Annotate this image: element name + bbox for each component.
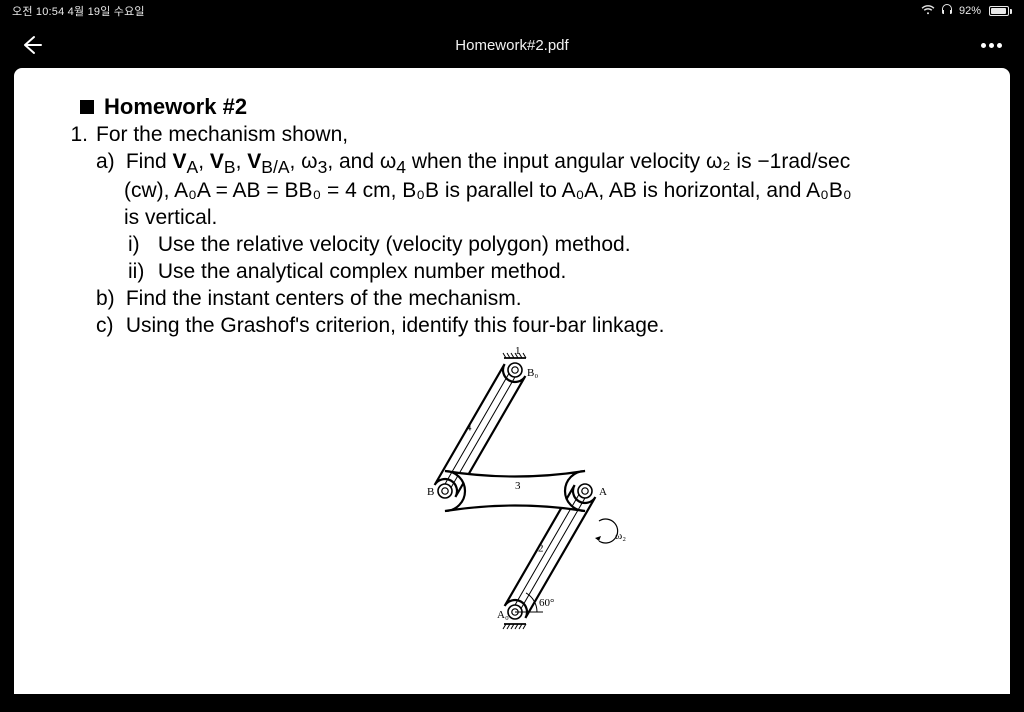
q1a-ii-label: ii) — [128, 259, 152, 286]
back-button[interactable] — [18, 31, 46, 59]
pdf-page[interactable]: Homework #2 1. For the mechanism shown, … — [14, 68, 1010, 694]
q1b-label: b) — [96, 286, 120, 313]
svg-text:60°: 60° — [539, 597, 554, 609]
q1-number: 1. — [60, 122, 88, 149]
svg-text:A: A — [599, 486, 607, 498]
status-bar: 오전 10:54 4월 19일 수요일 92% — [0, 0, 1024, 22]
q1-stem: For the mechanism shown, — [96, 122, 348, 149]
four-bar-diagram: B₀ A B A₀ 1 4 3 2 ω₂ 60° — [365, 344, 665, 644]
svg-text:2: 2 — [538, 542, 544, 554]
svg-text:ω₂: ω₂ — [615, 530, 626, 542]
svg-text:3: 3 — [515, 480, 521, 492]
q1a-i-text: Use the relative velocity (velocity poly… — [158, 233, 631, 256]
q1a-label: a) — [96, 149, 120, 176]
status-time-date: 오전 10:54 4월 19일 수요일 — [12, 3, 145, 19]
q1c-label: c) — [96, 313, 120, 340]
homework-header: Homework #2 — [80, 94, 970, 120]
more-button[interactable] — [978, 31, 1006, 59]
svg-text:B: B — [427, 486, 434, 498]
q1a-line1: Find VA, VB, VB/A, ω3, and ω4 when the i… — [126, 150, 850, 173]
wifi-icon — [921, 5, 935, 18]
q1b-text: Find the instant centers of the mechanis… — [126, 287, 522, 310]
svg-text:B₀: B₀ — [527, 367, 538, 379]
svg-text:4: 4 — [466, 421, 472, 433]
q1a-line2: (cw), A₀A = AB = BB₀ = 4 cm, B₀B is para… — [124, 178, 970, 205]
ellipsis-icon — [981, 43, 986, 48]
svg-text:A₀: A₀ — [497, 609, 509, 621]
question-1: 1. For the mechanism shown, a) Find VA, … — [60, 122, 970, 340]
q1a-i-label: i) — [128, 232, 152, 259]
battery-icon — [987, 6, 1012, 16]
battery-pct: 92% — [959, 5, 981, 17]
square-bullet-icon — [80, 100, 94, 114]
q1a-line3: is vertical. — [124, 205, 970, 232]
headphone-icon — [941, 4, 953, 18]
arrow-left-icon — [21, 34, 43, 56]
q1a-ii-text: Use the analytical complex number method… — [158, 260, 567, 283]
status-right: 92% — [921, 4, 1012, 18]
header-text: Homework #2 — [104, 94, 247, 120]
mechanism-figure: B₀ A B A₀ 1 4 3 2 ω₂ 60° — [60, 344, 970, 644]
title-bar: Homework#2.pdf — [0, 22, 1024, 68]
svg-text:1: 1 — [515, 345, 521, 357]
q1c-text: Using the Grashof's criterion, identify … — [126, 314, 665, 337]
document-title: Homework#2.pdf — [455, 37, 568, 54]
